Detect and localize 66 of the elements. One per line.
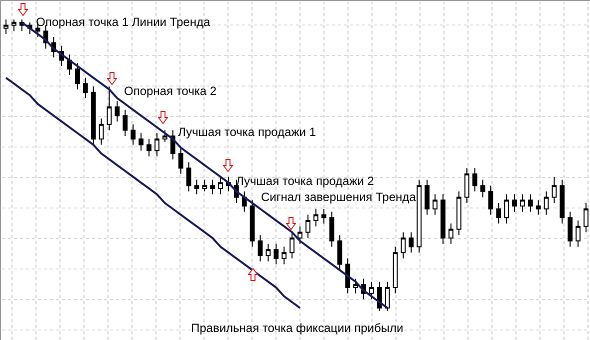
candlestick <box>337 234 342 271</box>
candlestick <box>106 86 112 131</box>
candlestick <box>90 86 96 146</box>
candlestick <box>75 62 80 90</box>
candlestick <box>432 194 438 216</box>
annotation: Опорная точка 2 <box>124 84 217 98</box>
candlestick <box>440 194 446 244</box>
candlestick <box>369 281 374 300</box>
candlestick <box>496 202 502 224</box>
candlestick <box>266 243 271 262</box>
candlestick <box>138 132 144 152</box>
candlestick <box>504 194 510 224</box>
candlestick <box>512 194 517 212</box>
candlestick <box>552 176 557 204</box>
candlestick <box>384 281 390 312</box>
candlestick <box>345 258 350 294</box>
candlestick <box>146 138 152 157</box>
candlestick <box>218 176 223 195</box>
candlestick <box>456 190 462 236</box>
candlestick <box>448 222 454 244</box>
candlestick <box>568 211 573 248</box>
candlestick <box>250 200 255 248</box>
candlestick <box>282 246 287 265</box>
candlestick <box>154 132 160 157</box>
candlestick <box>560 179 565 224</box>
candlestick <box>162 130 168 142</box>
annotation: Опорная точка 1 Линии Тренда <box>36 15 210 29</box>
candlestick <box>122 109 128 137</box>
candlestick <box>194 179 200 195</box>
candlestick <box>576 220 581 248</box>
candlestick <box>480 179 486 198</box>
candlestick <box>130 124 136 146</box>
candlestick <box>520 194 525 212</box>
candlestick <box>528 194 533 212</box>
candlestick <box>392 246 398 294</box>
candlestick <box>4 18 8 35</box>
candlestick <box>329 211 334 248</box>
candlestick <box>274 243 279 265</box>
candlestick <box>408 232 414 254</box>
text: Правильная точка фиксации прибыли <box>191 321 404 335</box>
candlestick <box>424 179 430 216</box>
candlestick <box>98 118 104 146</box>
candlestick <box>353 278 358 294</box>
candlestick <box>290 232 294 259</box>
annotation: Лучшая точка продажи 1 <box>178 125 316 139</box>
candlestick <box>400 232 406 259</box>
annotation: Лучшая точка продажи 2 <box>236 174 374 188</box>
candlestick <box>258 234 263 262</box>
candlestick <box>416 179 422 254</box>
candlestick <box>11 18 16 32</box>
candlestick <box>464 168 470 204</box>
candlestick <box>313 208 318 227</box>
candlestick <box>321 208 326 224</box>
candlestick <box>298 226 302 244</box>
candlestick <box>544 190 549 216</box>
candlestick <box>472 168 478 192</box>
candlestick <box>202 179 208 192</box>
annotation: Сигнал завершения Тренда <box>261 190 416 204</box>
candlestick <box>210 179 216 195</box>
candlestick <box>114 100 120 122</box>
candlestick <box>488 185 494 216</box>
candlestick <box>178 147 184 174</box>
candlestick <box>186 162 192 192</box>
candlestick <box>305 214 310 239</box>
candlestick <box>82 77 88 99</box>
candlestick <box>536 200 541 216</box>
